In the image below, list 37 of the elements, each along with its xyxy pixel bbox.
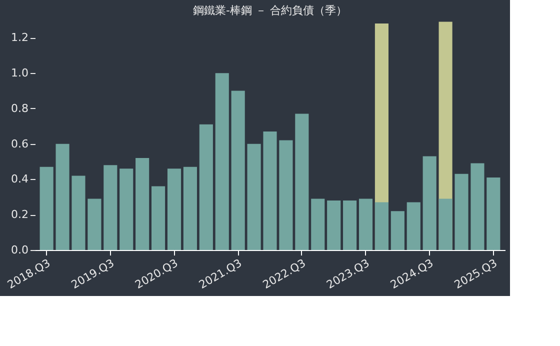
bar — [72, 176, 86, 250]
bar — [40, 166, 54, 250]
bar — [295, 114, 309, 250]
bar — [263, 131, 277, 250]
bar — [88, 198, 102, 250]
bar — [279, 140, 293, 250]
y-tick-label: 0.2 — [11, 208, 28, 222]
bar — [438, 198, 452, 250]
bar — [120, 168, 134, 250]
bar — [390, 211, 404, 250]
y-tick-label: 0.0 — [11, 244, 28, 256]
bar — [343, 200, 357, 250]
bar — [470, 163, 484, 250]
bar — [486, 177, 500, 250]
bar — [56, 144, 70, 250]
bar — [422, 156, 436, 250]
bar — [231, 90, 245, 250]
bar — [311, 198, 325, 250]
chart-title: 鋼鐵業-棒鋼 － 合約負債（季） — [193, 4, 347, 17]
y-tick-label: 0.6 — [11, 137, 28, 150]
bar — [199, 124, 213, 250]
y-tick-label: 0.4 — [11, 172, 28, 186]
y-tick-label: 1.2 — [11, 31, 28, 44]
bar — [104, 165, 118, 250]
bar — [247, 144, 261, 250]
bar — [167, 168, 182, 250]
bar — [406, 202, 420, 250]
bar — [374, 202, 388, 250]
bar — [136, 158, 150, 250]
bar — [327, 200, 341, 250]
bar — [358, 198, 373, 250]
y-tick-label: 0.8 — [11, 102, 28, 115]
y-tick-label: 1.0 — [11, 66, 28, 80]
bar — [454, 174, 468, 250]
bar — [215, 73, 229, 250]
bar — [152, 186, 166, 250]
bar — [183, 166, 197, 250]
